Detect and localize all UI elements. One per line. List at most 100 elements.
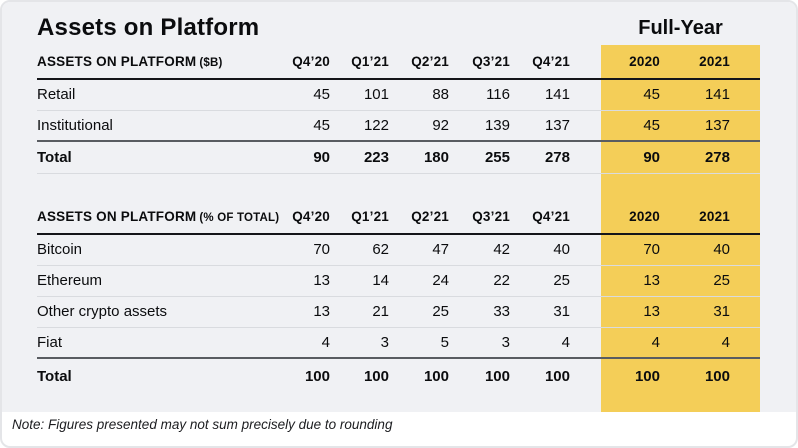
row-label: Bitcoin bbox=[37, 234, 262, 266]
cell-value: 25 bbox=[660, 265, 730, 297]
cell-value: 92 bbox=[389, 110, 449, 142]
spacer-cell bbox=[730, 79, 760, 111]
column-header: 2021 bbox=[660, 48, 730, 80]
header-row: ASSETS ON PLATFORM (% OF TOTAL) Q4’20 Q1’2… bbox=[37, 201, 760, 235]
spacer-cell bbox=[730, 327, 760, 359]
cell-value: 100 bbox=[510, 357, 570, 394]
column-header: Q4’21 bbox=[510, 48, 570, 80]
full-year-label: Full-Year bbox=[638, 17, 723, 39]
cell-value: 70 bbox=[570, 234, 660, 266]
section-header: ASSETS ON PLATFORM (% OF TOTAL) bbox=[37, 201, 279, 235]
cell-value: 25 bbox=[389, 296, 449, 328]
column-header: Q1’21 bbox=[330, 201, 389, 235]
table-row: Total 100 100 100 100 100 100 100 bbox=[37, 357, 760, 394]
column-header: 2021 bbox=[660, 201, 730, 235]
cell-value: 45 bbox=[262, 110, 330, 142]
cell-value: 137 bbox=[510, 110, 570, 142]
cell-value: 31 bbox=[660, 296, 730, 328]
spacer-cell bbox=[730, 201, 760, 235]
spacer-cell bbox=[730, 234, 760, 266]
cell-value: 14 bbox=[330, 265, 389, 297]
cell-value: 13 bbox=[570, 296, 660, 328]
column-header: 2020 bbox=[570, 48, 660, 80]
cell-value: 13 bbox=[570, 265, 660, 297]
cell-value: 13 bbox=[262, 265, 330, 297]
cell-value: 22 bbox=[449, 265, 510, 297]
cell-value: 21 bbox=[330, 296, 389, 328]
cell-value: 100 bbox=[262, 357, 330, 394]
column-header: Q1’21 bbox=[330, 48, 389, 80]
cell-value: 47 bbox=[389, 234, 449, 266]
section-header-unit: (% OF TOTAL) bbox=[199, 212, 280, 224]
cell-value: 4 bbox=[510, 327, 570, 359]
spacer-cell bbox=[730, 357, 760, 394]
cell-value: 116 bbox=[449, 79, 510, 111]
cell-value: 40 bbox=[510, 234, 570, 266]
cell-value: 90 bbox=[262, 140, 330, 174]
cell-value: 101 bbox=[330, 79, 389, 111]
cell-value: 45 bbox=[262, 79, 330, 111]
cell-value: 25 bbox=[510, 265, 570, 297]
table-row: Ethereum 13 14 24 22 25 13 25 bbox=[37, 265, 760, 297]
column-header: Q4’21 bbox=[510, 201, 570, 235]
table-row: Other crypto assets 13 21 25 33 31 13 31 bbox=[37, 296, 760, 328]
cell-value: 24 bbox=[389, 265, 449, 297]
cell-value: 180 bbox=[389, 140, 449, 174]
footnote: Note: Figures presented may not sum prec… bbox=[12, 417, 393, 432]
cell-value: 42 bbox=[449, 234, 510, 266]
spacer-cell bbox=[730, 48, 760, 80]
column-header: Q2’21 bbox=[389, 201, 449, 235]
spacer-cell bbox=[730, 110, 760, 142]
cell-value: 278 bbox=[510, 140, 570, 174]
cell-value: 100 bbox=[449, 357, 510, 394]
spacer-cell bbox=[730, 265, 760, 297]
cell-value: 278 bbox=[660, 140, 730, 174]
row-label: Ethereum bbox=[37, 265, 262, 297]
cell-value: 40 bbox=[660, 234, 730, 266]
cell-value: 3 bbox=[449, 327, 510, 359]
row-label: Total bbox=[37, 140, 262, 174]
table-row: Bitcoin 70 62 47 42 40 70 40 bbox=[37, 234, 760, 266]
cell-value: 139 bbox=[449, 110, 510, 142]
column-header: Q2’21 bbox=[389, 48, 449, 80]
header-row: ASSETS ON PLATFORM ($B) Q4’20 Q1’21 Q2’21 Q3… bbox=[37, 48, 760, 80]
cell-value: 88 bbox=[389, 79, 449, 111]
column-header: Q4’20 bbox=[262, 48, 330, 80]
assets-on-platform-dollars-table: ASSETS ON PLATFORM ($B) Q4’20 Q1’21 Q2’21 Q3… bbox=[37, 48, 760, 174]
cell-value: 141 bbox=[660, 79, 730, 111]
row-label: Fiat bbox=[37, 327, 262, 359]
cell-value: 31 bbox=[510, 296, 570, 328]
row-label: Retail bbox=[37, 79, 262, 111]
cell-value: 4 bbox=[570, 327, 660, 359]
cell-value: 3 bbox=[330, 327, 389, 359]
column-header: Q3’21 bbox=[449, 201, 510, 235]
column-header: Q4’20 bbox=[262, 201, 330, 235]
section-header-text: ASSETS ON PLATFORM bbox=[37, 209, 197, 224]
table-row: Institutional 45 122 92 139 137 45 137 bbox=[37, 110, 760, 142]
cell-value: 100 bbox=[389, 357, 449, 394]
cell-value: 4 bbox=[262, 327, 330, 359]
table-row: Fiat 4 3 5 3 4 4 4 bbox=[37, 327, 760, 359]
cell-value: 100 bbox=[660, 357, 730, 394]
section-header-text: ASSETS ON PLATFORM bbox=[37, 54, 197, 69]
section-header: ASSETS ON PLATFORM ($B) bbox=[37, 48, 262, 80]
cell-value: 100 bbox=[330, 357, 389, 394]
cell-value: 4 bbox=[660, 327, 730, 359]
assets-on-platform-percent-table: ASSETS ON PLATFORM (% OF TOTAL) Q4’20 Q1’2… bbox=[37, 201, 760, 394]
section-header-unit: ($B) bbox=[199, 57, 223, 69]
cell-value: 223 bbox=[330, 140, 389, 174]
cell-value: 45 bbox=[570, 110, 660, 142]
cell-value: 122 bbox=[330, 110, 389, 142]
page-title: Assets on Platform bbox=[37, 14, 260, 41]
row-label: Total bbox=[37, 357, 262, 394]
cell-value: 100 bbox=[570, 357, 660, 394]
row-label: Other crypto assets bbox=[37, 296, 262, 328]
spacer-cell bbox=[730, 296, 760, 328]
cell-value: 141 bbox=[510, 79, 570, 111]
column-header: Q3’21 bbox=[449, 48, 510, 80]
cell-value: 33 bbox=[449, 296, 510, 328]
table-row: Total 90 223 180 255 278 90 278 bbox=[37, 140, 760, 174]
cell-value: 13 bbox=[262, 296, 330, 328]
column-header: 2020 bbox=[570, 201, 660, 235]
